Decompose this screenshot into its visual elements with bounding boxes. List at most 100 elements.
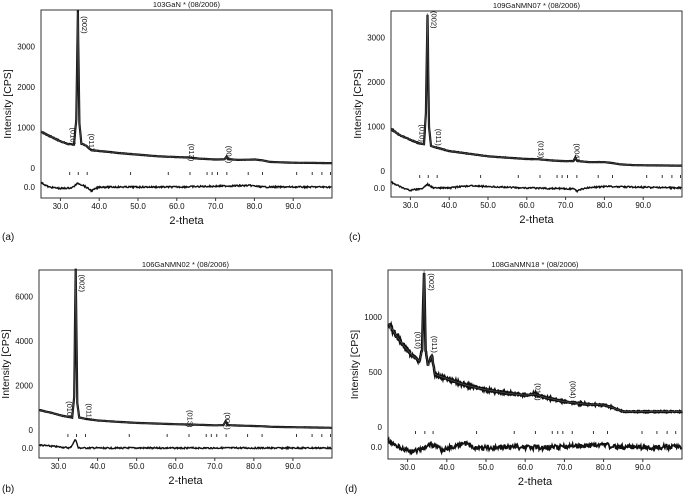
x-tick-label: 30.0: [400, 463, 416, 472]
y-tick-label: 6000: [15, 293, 33, 302]
x-tick-label: 60.0: [519, 201, 535, 210]
x-tick-label: 90.0: [635, 463, 651, 472]
chart-title: 109GaNMN07 * (08/2006): [493, 1, 581, 10]
hkl-annotation: (010): [65, 401, 74, 419]
calculated-profile: [40, 11, 333, 164]
residual-tick-label: 0.0: [22, 444, 34, 453]
plot-frame: [40, 9, 333, 199]
panel-label: (c): [349, 232, 361, 243]
plot-frame: [38, 269, 333, 459]
x-tick-label: 60.0: [168, 462, 184, 471]
y-tick-label: 2000: [15, 382, 33, 391]
y-tick-label: 1000: [364, 313, 382, 322]
y-tick-label: 3000: [17, 42, 35, 51]
x-tick-label: 40.0: [441, 201, 457, 210]
plot-frame: [390, 10, 683, 198]
x-tick-label: 90.0: [635, 201, 651, 210]
y-tick-label: 0: [29, 426, 34, 435]
x-axis-label: 2-theta: [518, 476, 553, 488]
difference-curve: [387, 436, 683, 456]
residual-tick-label: 0.0: [24, 183, 36, 192]
x-tick-label: 90.0: [285, 462, 301, 471]
residual-tick-label: 0.0: [374, 184, 386, 193]
hkl-annotation: (013): [536, 141, 545, 159]
x-tick-label: 40.0: [90, 462, 106, 471]
x-tick-label: 60.0: [517, 463, 533, 472]
panel-b: 106GaNMN02 * (08/2006) 0 2000 4000 6000 0.0 30…: [0, 260, 333, 495]
y-tick-label: 3000: [367, 34, 385, 43]
x-tick-label: 70.0: [557, 463, 573, 472]
y-axis-label: Intensity [CPS]: [349, 330, 361, 400]
panel-label: (a): [2, 232, 14, 243]
y-tick-label: 2000: [367, 78, 385, 87]
x-tick-label: 50.0: [480, 201, 496, 210]
x-tick-label: 50.0: [130, 202, 146, 211]
hkl-annotation: (013): [533, 383, 542, 401]
panel-label: (d): [345, 484, 357, 495]
hkl-annotation: (004): [568, 381, 577, 399]
x-tick-label: 30.0: [403, 201, 419, 210]
chart-title: 103GaN * (08/2006): [153, 0, 221, 9]
hkl-annotation: (010): [68, 127, 77, 145]
y-tick-label: 4000: [15, 337, 33, 346]
x-tick-label: 40.0: [439, 463, 455, 472]
hkl-annotation: (010): [413, 331, 422, 349]
x-tick-label: 80.0: [247, 202, 263, 211]
panel-d: 108GaNMN18 * (08/2006) 0 500 1000 0.0 30.0 40.…: [345, 260, 683, 495]
y-axis-label: Intensity [CPS]: [0, 329, 12, 399]
difference-curve: [38, 439, 332, 451]
hkl-annotation: (013): [185, 410, 194, 428]
difference-curve: [390, 181, 682, 194]
observed-profile: [387, 272, 683, 415]
x-axis-label: 2-theta: [168, 475, 203, 487]
x-tick-label: 70.0: [208, 202, 224, 211]
panel-a: 103GaN * (08/2006) 0 1000 2000 3000 0.0 30.0 40…: [2, 0, 333, 243]
y-axis-label: Intensity [CPS]: [2, 69, 14, 139]
hkl-annotation: (002): [427, 273, 436, 291]
panel-label: (b): [2, 484, 14, 495]
hkl-annotation: (004): [223, 412, 232, 430]
calculated-profile: [390, 13, 683, 166]
x-tick-label: 50.0: [478, 463, 494, 472]
chart-title: 106GaNMN02 * (08/2006): [142, 260, 230, 269]
hkl-annotation: (002): [430, 11, 439, 29]
hkl-annotation: (011): [85, 403, 94, 420]
x-tick-label: 80.0: [596, 463, 612, 472]
x-tick-label: 40.0: [91, 202, 107, 211]
x-tick-label: 50.0: [129, 462, 145, 471]
y-tick-label: 1000: [367, 123, 385, 132]
x-tick-label: 70.0: [558, 201, 574, 210]
plot-frame: [387, 269, 683, 460]
hkl-annotation: (011): [87, 134, 96, 151]
y-tick-label: 0: [378, 423, 383, 432]
calculated-profile: [38, 269, 333, 429]
x-tick-label: 80.0: [597, 201, 613, 210]
y-tick-label: 0: [31, 164, 36, 173]
x-tick-label: 80.0: [246, 462, 262, 471]
hkl-annotation: (002): [80, 16, 89, 34]
hkl-annotation: (004): [573, 143, 582, 161]
x-tick-label: 90.0: [285, 202, 301, 211]
hkl-annotation: (011): [434, 129, 443, 146]
x-tick-label: 70.0: [207, 462, 223, 471]
x-axis-label: 2-theta: [169, 215, 204, 227]
calculated-profile: [387, 269, 682, 412]
x-tick-label: 30.0: [53, 202, 69, 211]
chart-title: 108GaNMN18 * (08/2006): [491, 260, 579, 269]
hkl-annotation: (010): [418, 124, 427, 142]
hkl-annotation: (004): [224, 146, 233, 164]
observed-profile: [38, 268, 332, 429]
x-tick-label: 60.0: [169, 202, 185, 211]
residual-tick-label: 0.0: [371, 443, 383, 452]
hkl-annotation: (013): [187, 144, 196, 162]
hkl-annotation: (011): [430, 336, 439, 353]
x-axis-label: 2-theta: [519, 214, 554, 226]
hkl-annotation: (002): [78, 274, 87, 292]
panel-c: 109GaNMN07 * (08/2006) 0 1000 2000 3000 0.0 30…: [349, 1, 683, 243]
y-tick-label: 0: [381, 167, 386, 176]
y-tick-label: 2000: [17, 83, 35, 92]
y-tick-label: 1000: [17, 123, 35, 132]
y-tick-label: 500: [369, 368, 383, 377]
x-tick-label: 30.0: [51, 462, 67, 471]
